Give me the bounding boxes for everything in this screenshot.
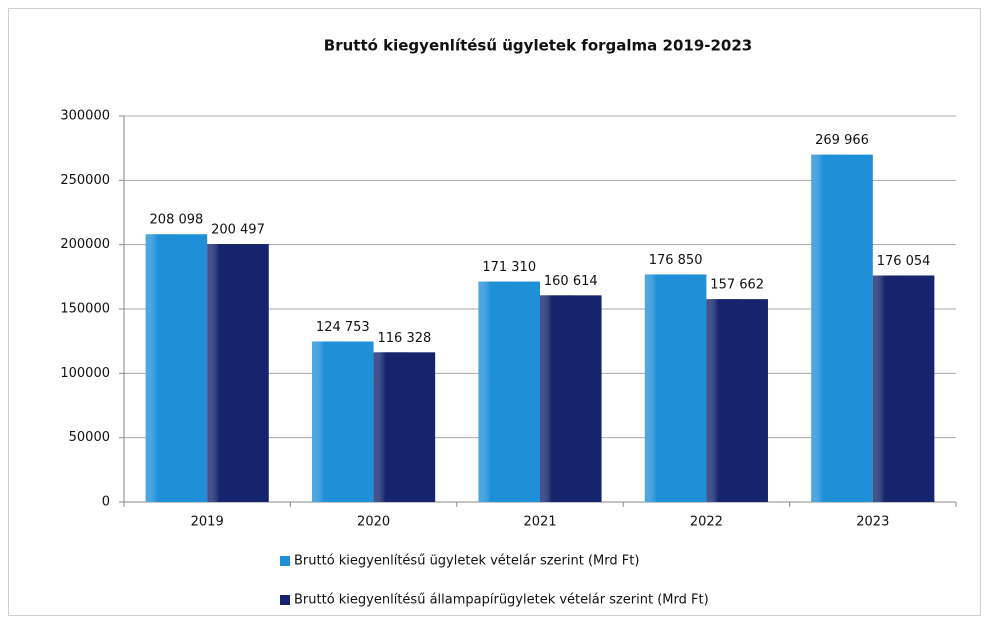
data-label: 176 850 [649,253,703,268]
data-label: 171 310 [482,260,536,275]
x-tick-label: 2019 [191,515,224,530]
legend-label: Bruttó kiegyenlítésű ügyletek vételár sz… [294,554,639,569]
data-label: 269 966 [815,133,869,148]
y-tick-label: 100000 [60,366,110,381]
data-label: 160 614 [544,274,598,289]
data-label: 124 753 [316,320,370,335]
y-tick-label: 250000 [60,173,110,188]
bar-shine [706,299,741,502]
x-tick-label: 2020 [357,515,390,530]
x-tick-label: 2022 [690,515,723,530]
bar-shine [811,154,846,503]
y-tick-label: 50000 [69,430,110,445]
data-label: 208 098 [150,213,204,228]
chart-frame [8,8,981,616]
data-label: 200 497 [211,223,265,238]
bar-shine [145,234,180,502]
legend-swatch [280,595,290,605]
x-tick-label: 2023 [856,515,889,530]
data-label: 157 662 [710,278,764,293]
y-tick-label: 0 [102,495,110,510]
bar-shine [644,274,679,502]
legend-swatch [280,556,290,566]
data-label: 176 054 [877,254,931,269]
y-tick-label: 300000 [60,109,110,124]
bar-shine [872,275,907,502]
y-tick-label: 150000 [60,302,110,317]
data-label: 116 328 [378,331,432,346]
bar-shine [478,281,513,502]
bar-shine [207,244,242,502]
bar-shine [373,352,408,502]
y-tick-label: 200000 [60,237,110,252]
bar-shine [540,295,574,502]
x-tick-label: 2021 [523,515,556,530]
chart-title: Bruttó kiegyenlítésű ügyletek forgalma 2… [324,37,752,55]
bar-shine [312,341,346,502]
legend-label: Bruttó kiegyenlítésű állampapírügyletek … [294,593,709,608]
